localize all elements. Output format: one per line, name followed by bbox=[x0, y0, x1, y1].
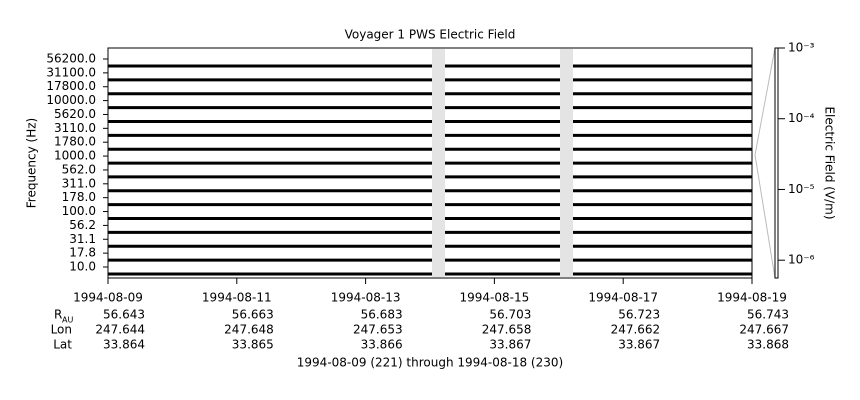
y-tick-label: 178.0 bbox=[62, 190, 96, 204]
y-tick-label: 31100.0 bbox=[46, 65, 96, 79]
y-tick-label: 100.0 bbox=[62, 204, 96, 218]
ephemeris-value: 247.658 bbox=[482, 323, 532, 337]
x-tick-label: 1994-08-13 bbox=[331, 291, 401, 305]
chart-title: Voyager 1 PWS Electric Field bbox=[345, 28, 516, 42]
data-gaps bbox=[432, 49, 573, 277]
ephemeris-value: 56.743 bbox=[747, 308, 789, 322]
colorbar bbox=[774, 47, 779, 279]
ephemeris-value: 56.703 bbox=[489, 308, 531, 322]
footer: 1994-08-09 (221) through 1994-08-18 (230… bbox=[297, 356, 563, 370]
y2-tick-label: 10⁻³ bbox=[788, 41, 815, 55]
ephemeris-value: 33.866 bbox=[361, 338, 403, 352]
y-tick-label: 5620.0 bbox=[54, 107, 96, 121]
ephemeris-value: 56.723 bbox=[618, 308, 660, 322]
x-tick-label: 1994-08-15 bbox=[460, 291, 530, 305]
y-tick-label: 10.0 bbox=[69, 260, 96, 274]
traces bbox=[108, 64, 752, 276]
y-tick-label: 1000.0 bbox=[54, 149, 96, 163]
ephemeris-value: 56.643 bbox=[103, 308, 145, 322]
y2-axis-label: Electric Field (V/m) bbox=[823, 106, 837, 219]
y-tick-label: 56.2 bbox=[69, 218, 96, 232]
ephemeris-value: 33.867 bbox=[489, 338, 531, 352]
ephemeris-label: Lat bbox=[53, 338, 72, 352]
y-tick-label: 17800.0 bbox=[46, 79, 96, 93]
ephemeris-value: 33.868 bbox=[747, 338, 789, 352]
ephemeris-value: 247.662 bbox=[611, 323, 661, 337]
y-tick-label: 311.0 bbox=[62, 176, 96, 190]
ephemeris-value: 247.648 bbox=[224, 323, 274, 337]
ephemeris-value: 247.667 bbox=[739, 323, 789, 337]
x-tick-label: 1994-08-17 bbox=[588, 291, 658, 305]
x-tick-label: 1994-08-09 bbox=[73, 291, 143, 305]
ephemeris-value: 33.865 bbox=[232, 338, 274, 352]
connector bbox=[754, 47, 776, 156]
y2-tick-label: 10⁻⁶ bbox=[788, 253, 815, 267]
connector bbox=[754, 154, 776, 279]
y-tick-label: 17.8 bbox=[69, 246, 96, 260]
ephemeris-label-sub: AU bbox=[62, 316, 73, 325]
plot-frame bbox=[107, 47, 753, 279]
ephemeris-label: R bbox=[54, 308, 62, 322]
x-tick-label: 1994-08-19 bbox=[717, 291, 787, 305]
y-tick-label: 1780.0 bbox=[54, 135, 96, 149]
ephemeris-value: 56.663 bbox=[232, 308, 274, 322]
ephemeris-value: 33.867 bbox=[618, 338, 660, 352]
ephemeris-value: 56.683 bbox=[361, 308, 403, 322]
y-tick-label: 3110.0 bbox=[54, 121, 96, 135]
data-gap bbox=[432, 49, 445, 277]
ephemeris-value: 247.644 bbox=[95, 323, 145, 337]
y-tick-label: 56200.0 bbox=[46, 52, 96, 66]
y-axis-label: Frequency (Hz) bbox=[25, 118, 39, 209]
y-tick-label: 562.0 bbox=[62, 162, 96, 176]
y-tick-label: 31.1 bbox=[69, 232, 96, 246]
x-tick-label: 1994-08-11 bbox=[202, 291, 272, 305]
ephemeris-value: 247.653 bbox=[353, 323, 403, 337]
ephemeris-label: Lon bbox=[51, 323, 72, 337]
data-gap bbox=[560, 49, 573, 277]
y2-tick-label: 10⁻⁴ bbox=[788, 111, 815, 125]
ephemeris-value: 33.864 bbox=[103, 338, 145, 352]
y2-tick-label: 10⁻⁵ bbox=[788, 182, 815, 196]
y-tick-label: 10000.0 bbox=[46, 93, 96, 107]
